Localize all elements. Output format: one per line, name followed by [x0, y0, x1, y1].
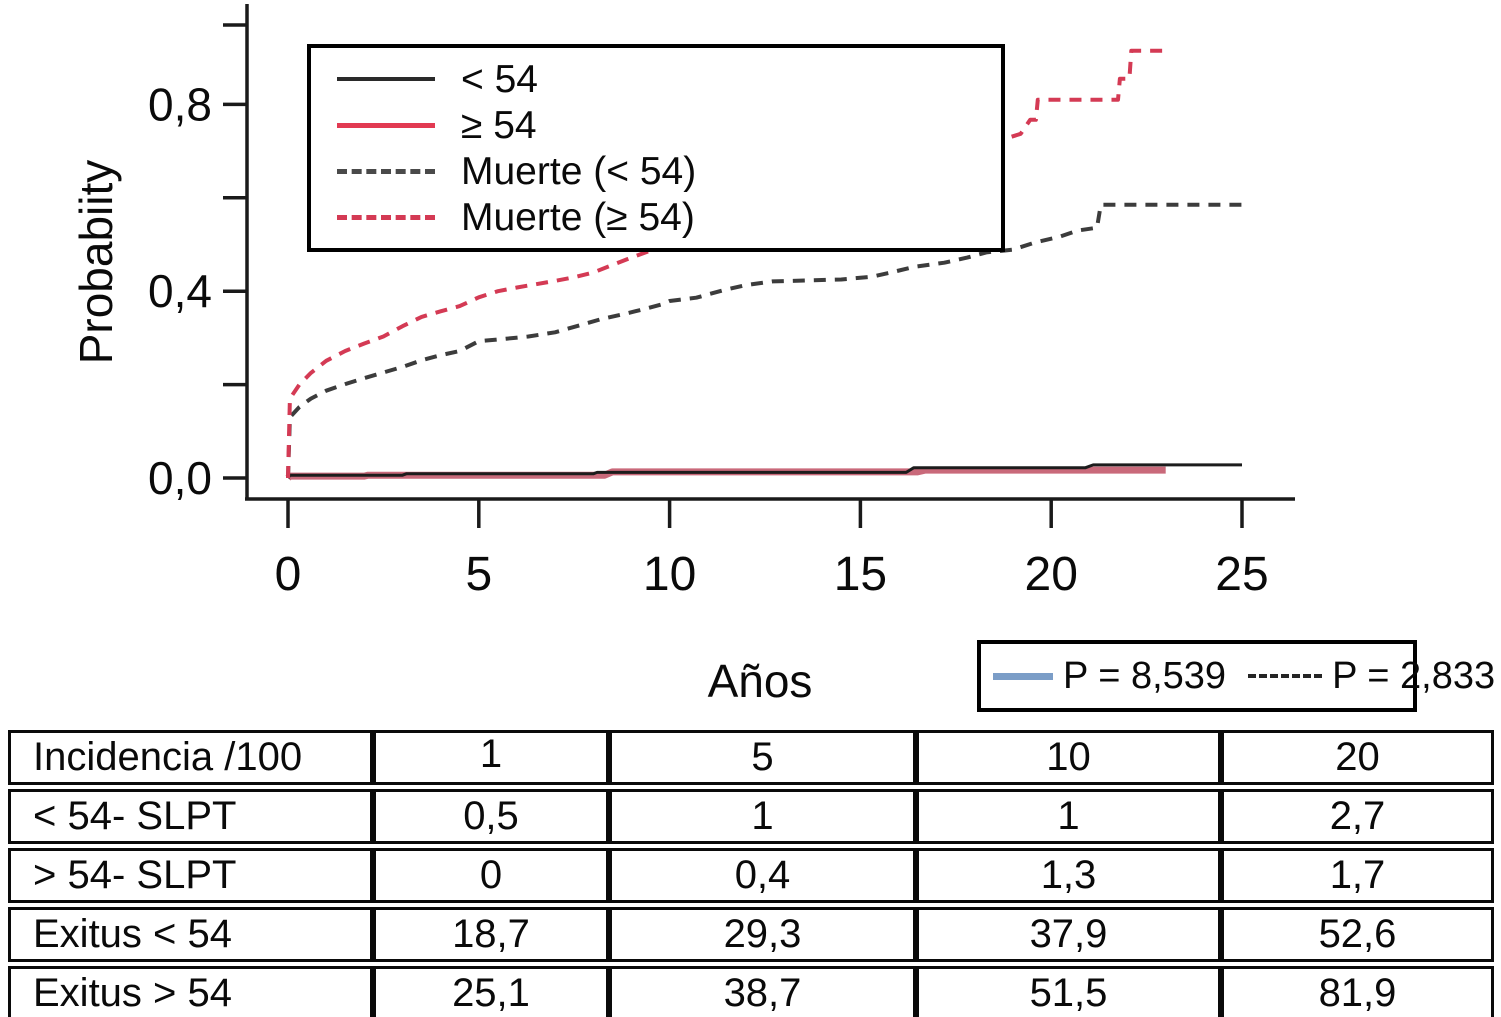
value-cell: 1,3: [916, 848, 1221, 903]
value-cell: 0,5: [373, 789, 609, 844]
x-tick-label: 0: [275, 548, 302, 601]
incidence-table: Incidencia /100 1 5 10 20 < 54- SLPT 0,5…: [8, 726, 1494, 1017]
value-cell: 1: [609, 789, 916, 844]
y-axis-title: Probabiity: [70, 160, 122, 365]
incidence-table-wrap: Incidencia /100 1 5 10 20 < 54- SLPT 0,5…: [8, 726, 1494, 1017]
legend-label: Muerte (≥ 54): [461, 195, 695, 239]
value-cell: 18,7: [373, 907, 609, 962]
value-cell: 38,7: [609, 966, 916, 1017]
value-cell: 0: [373, 848, 609, 903]
value-cell: 52,6: [1221, 907, 1494, 962]
header-cell: 5: [609, 730, 916, 785]
header-cell: 20: [1221, 730, 1494, 785]
line-swatch-solid-red: [337, 122, 435, 128]
x-tick-label: 20: [1025, 548, 1078, 601]
p-value-label: P = 2,833: [1332, 654, 1496, 697]
row-label: Exitus < 54: [8, 907, 373, 962]
value-cell: 0,4: [609, 848, 916, 903]
legend-label: Muerte (< 54): [461, 149, 697, 193]
table-row: > 54- SLPT 0 0,4 1,3 1,7: [8, 848, 1494, 903]
legend-item: < 54: [337, 60, 1001, 99]
header-cell: Incidencia /100: [8, 730, 373, 785]
line-swatch-dashed-red: [337, 214, 435, 220]
value-cell: 25,1: [373, 966, 609, 1017]
chart-curves: [285, 48, 1242, 481]
incidence-chart: 0,0 0,4 0,8 0 5 10 15 20 25 Probabiity: [70, 4, 1295, 601]
p-value-label: P = 8,539: [1063, 654, 1227, 697]
table-header-row: Incidencia /100 1 5 10 20: [8, 730, 1494, 785]
value-cell: 51,5: [916, 966, 1221, 1017]
table-row: < 54- SLPT 0,5 1 1 2,7: [8, 789, 1494, 844]
table-row: Exitus < 54 18,7 29,3 37,9 52,6: [8, 907, 1494, 962]
line-swatch-dashed-black: [1248, 674, 1323, 678]
legend-item: Muerte (≥ 54): [337, 198, 1001, 237]
y-axis-ticks: 0,0 0,4 0,8: [148, 23, 247, 504]
header-cell: 10: [916, 730, 1221, 785]
x-tick-label: 25: [1215, 548, 1268, 601]
p-value-legend-box: P = 8,539 P = 2,833: [977, 640, 1495, 712]
y-tick-label: 0,0: [148, 452, 212, 504]
value-cell: 1,7: [1221, 848, 1494, 903]
series-lt54-slpt: [286, 463, 1242, 479]
legend-item: Muerte (< 54): [337, 152, 1001, 191]
line-swatch-solid-blue: [993, 672, 1053, 680]
value-cell: 1: [916, 789, 1221, 844]
value-cell: 29,3: [609, 907, 916, 962]
legend-label: ≥ 54: [461, 103, 537, 147]
line-swatch-dashed-black: [337, 168, 435, 174]
value-cell: 2,7: [1221, 789, 1494, 844]
value-cell: 81,9: [1221, 966, 1494, 1017]
value-cell: 37,9: [916, 907, 1221, 962]
x-axis-title: Años: [707, 655, 813, 707]
line-swatch-solid-black: [337, 77, 435, 81]
legend-label: < 54: [461, 57, 538, 101]
series-muerte-lt54: [286, 202, 1242, 479]
legend-box: < 54 ≥ 54 Muerte (< 54) Muerte (≥ 54): [307, 44, 1005, 252]
legend-item: ≥ 54: [337, 106, 1001, 145]
x-tick-label: 15: [834, 548, 887, 601]
row-label: > 54- SLPT: [8, 848, 373, 903]
y-tick-label: 0,4: [148, 265, 212, 317]
x-tick-label: 5: [465, 548, 492, 601]
x-tick-label: 10: [643, 548, 696, 601]
y-tick-label: 0,8: [148, 78, 212, 130]
header-cell: 1: [373, 730, 609, 785]
row-label: Exitus > 54: [8, 966, 373, 1017]
table-row: Exitus > 54 25,1 38,7 51,5 81,9: [8, 966, 1494, 1017]
x-axis-ticks: 0 5 10 15 20 25: [275, 499, 1269, 601]
row-label: < 54- SLPT: [8, 789, 373, 844]
